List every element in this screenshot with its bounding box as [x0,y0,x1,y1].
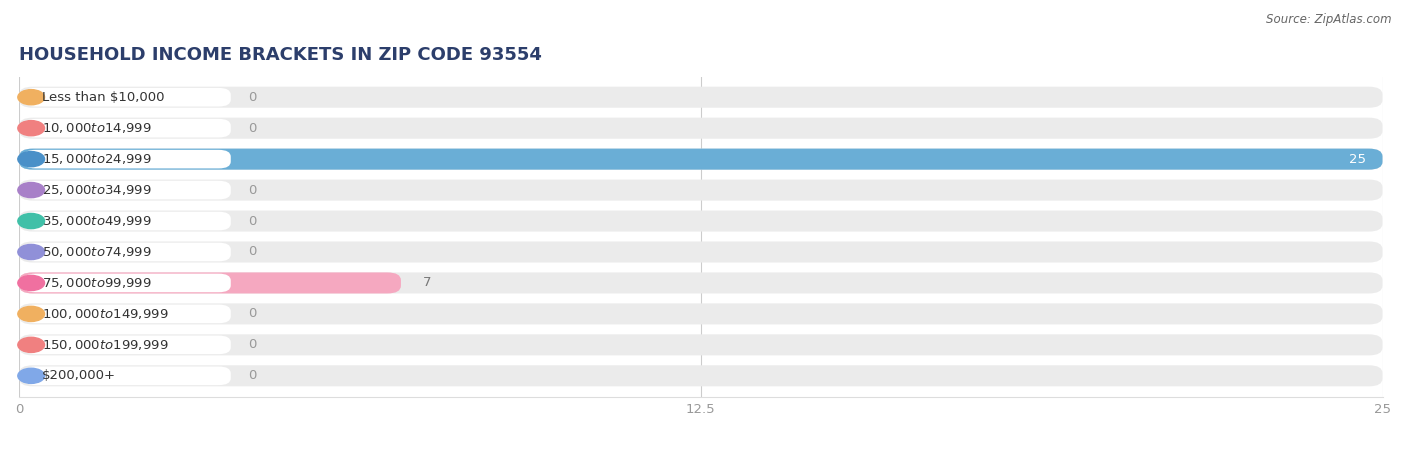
Circle shape [18,121,45,136]
Text: $10,000 to $14,999: $10,000 to $14,999 [42,121,152,135]
FancyBboxPatch shape [24,212,231,230]
Text: $150,000 to $199,999: $150,000 to $199,999 [42,338,169,352]
Text: 0: 0 [249,308,257,321]
FancyBboxPatch shape [24,181,231,199]
FancyBboxPatch shape [20,180,1382,201]
Text: $15,000 to $24,999: $15,000 to $24,999 [42,152,152,166]
Text: $75,000 to $99,999: $75,000 to $99,999 [42,276,152,290]
Circle shape [18,182,45,198]
FancyBboxPatch shape [24,366,231,385]
Text: 0: 0 [249,246,257,259]
Circle shape [18,90,45,105]
Circle shape [18,152,45,167]
FancyBboxPatch shape [20,242,1382,263]
Text: 25: 25 [1350,153,1367,166]
Text: $35,000 to $49,999: $35,000 to $49,999 [42,214,152,228]
FancyBboxPatch shape [20,365,1382,386]
FancyBboxPatch shape [20,335,1382,356]
FancyBboxPatch shape [24,273,231,292]
FancyBboxPatch shape [20,149,1382,170]
FancyBboxPatch shape [20,273,401,294]
Text: $100,000 to $149,999: $100,000 to $149,999 [42,307,169,321]
Circle shape [18,306,45,321]
Text: 0: 0 [249,339,257,352]
FancyBboxPatch shape [24,243,231,261]
Circle shape [18,275,45,291]
Circle shape [18,337,45,352]
FancyBboxPatch shape [20,304,1382,325]
FancyBboxPatch shape [24,150,231,168]
Text: $25,000 to $34,999: $25,000 to $34,999 [42,183,152,197]
Circle shape [18,244,45,260]
Circle shape [18,368,45,383]
Text: Source: ZipAtlas.com: Source: ZipAtlas.com [1267,13,1392,26]
Text: $200,000+: $200,000+ [42,370,117,382]
FancyBboxPatch shape [20,87,1382,108]
FancyBboxPatch shape [20,118,1382,139]
FancyBboxPatch shape [24,304,231,323]
Text: HOUSEHOLD INCOME BRACKETS IN ZIP CODE 93554: HOUSEHOLD INCOME BRACKETS IN ZIP CODE 93… [20,46,543,64]
Text: 0: 0 [249,370,257,382]
FancyBboxPatch shape [20,149,1382,170]
Circle shape [18,213,45,229]
Text: 0: 0 [249,91,257,104]
Text: 7: 7 [423,277,432,290]
Text: $50,000 to $74,999: $50,000 to $74,999 [42,245,152,259]
Text: 0: 0 [249,122,257,135]
FancyBboxPatch shape [24,119,231,137]
FancyBboxPatch shape [20,211,1382,232]
FancyBboxPatch shape [20,273,1382,294]
Text: 0: 0 [249,184,257,197]
Text: 0: 0 [249,215,257,228]
Text: Less than $10,000: Less than $10,000 [42,91,165,104]
FancyBboxPatch shape [24,88,231,106]
FancyBboxPatch shape [24,335,231,354]
